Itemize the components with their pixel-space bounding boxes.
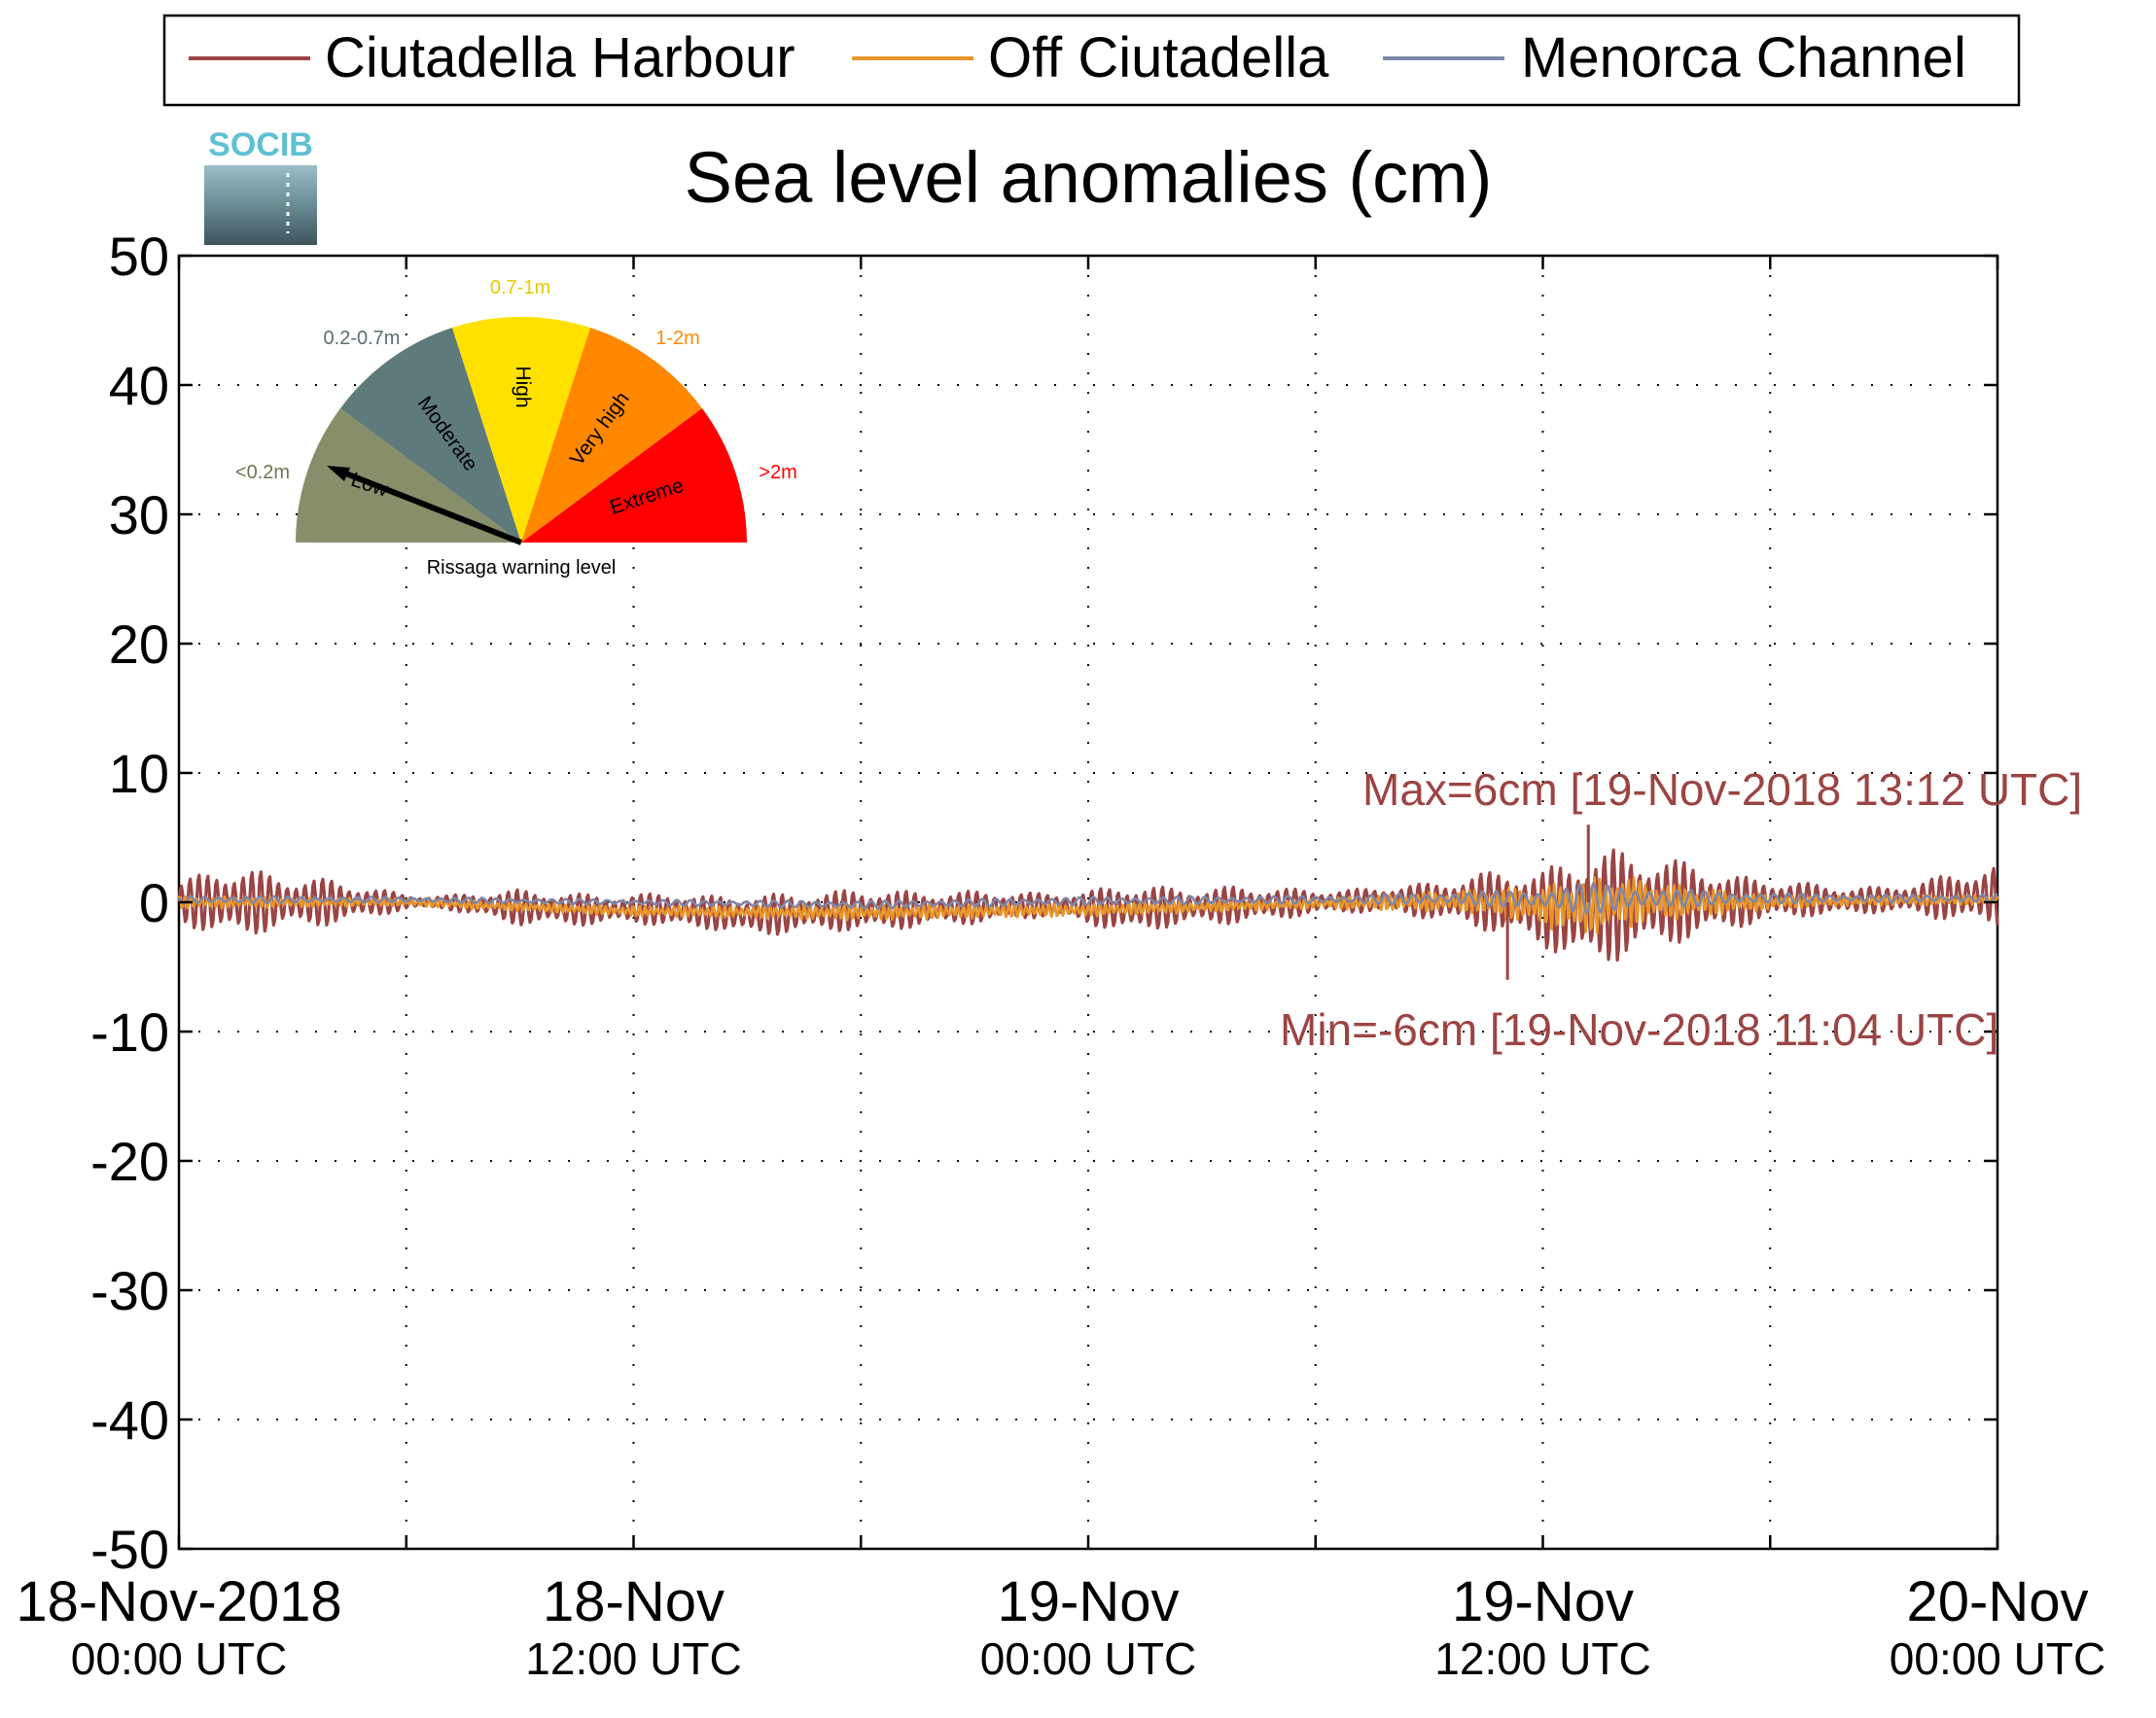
rissaga-warning-gauge: Low Moderate High Very high Extreme <0.2… [235,277,797,579]
legend-label-off-ciutadella: Off Ciutadella [988,26,1329,89]
x-tick-label-date: 20-Nov [1907,1570,2089,1633]
gauge-needle [336,468,523,545]
socib-logo: SOCIB [204,126,317,245]
x-tick-label-date: 18-Nov-2018 [16,1570,341,1633]
series-group [177,824,1999,980]
x-tick-label-time: 00:00 UTC [1890,1633,2105,1684]
gauge-sector-high [452,316,590,543]
x-tick-label-time: 00:00 UTC [71,1633,287,1684]
y-tick-label: -10 [90,1001,169,1063]
x-tick-label-date: 19-Nov [998,1570,1180,1633]
gauge-range-very-high: 1-2m [655,328,700,349]
x-tick-label-time: 00:00 UTC [980,1633,1196,1684]
gauge-caption: Rissaga warning level [427,557,617,579]
x-tick-label-date: 19-Nov [1452,1570,1634,1633]
gauge-sector-low [296,408,521,543]
gauge-range-high: 0.7-1m [490,277,550,298]
legend: Ciutadella Harbour Off Ciutadella Menorc… [162,14,2021,107]
y-tick-label: -50 [90,1519,169,1580]
y-tick-label: -20 [90,1131,169,1192]
gauge-range-low: <0.2m [235,462,290,483]
gauge-sector-extreme [521,408,747,543]
y-tick-label: 0 [139,872,169,933]
y-tick-label: -40 [90,1389,169,1451]
chart-title: Sea level anomalies (cm) [685,137,1493,218]
max-annotation: Max=6cm [19-Nov-2018 13:12 UTC] [1362,764,2082,815]
y-tick-label: -30 [90,1260,169,1321]
y-axis-ticks: 50 40 30 20 10 0 -10 -20 -30 -40 -50 [90,226,1997,1580]
gauge-sector-very-high [521,328,702,543]
min-annotation: Min=-6cm [19-Nov-2018 11:04 UTC] [1280,1004,1998,1055]
y-tick-label: 20 [109,614,169,675]
gauge-sector-moderate [340,328,521,543]
x-tick-label-date: 18-Nov [543,1570,725,1633]
gauge-range-moderate: 0.2-0.7m [324,328,401,349]
x-tick-label-time: 12:00 UTC [1434,1633,1650,1684]
x-tick-label-time: 12:00 UTC [525,1633,741,1684]
legend-box [162,14,2021,107]
gauge-range-extreme: >2m [759,462,796,483]
socib-logo-text: SOCIB [208,126,313,163]
legend-label-menorca-channel: Menorca Channel [1521,26,1966,89]
y-tick-label: 40 [109,355,169,416]
gauge-needle-arrowhead [327,466,350,481]
legend-label-ciutadella-harbour: Ciutadella Harbour [325,26,795,89]
y-tick-label: 30 [109,484,169,545]
series-line-menorca-channel [177,882,1998,915]
y-tick-label: 10 [109,743,169,804]
y-tick-label: 50 [109,226,169,287]
gauge-label-high: High [512,366,534,407]
